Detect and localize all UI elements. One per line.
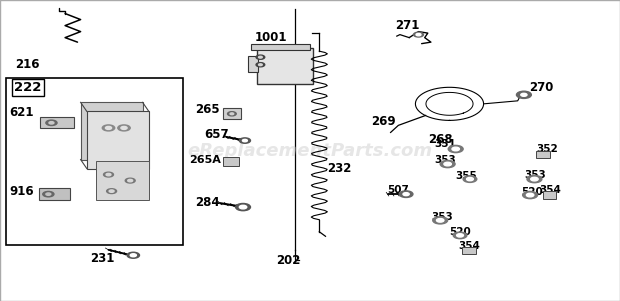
Circle shape [259,64,262,66]
Circle shape [46,193,51,195]
Circle shape [125,178,135,183]
Circle shape [118,125,130,131]
Circle shape [104,172,113,177]
Text: 269: 269 [371,114,396,128]
Circle shape [440,160,455,168]
Circle shape [230,113,234,115]
Bar [536,151,550,158]
Bar [87,111,149,169]
Text: 354: 354 [459,241,481,251]
Circle shape [106,173,111,176]
Circle shape [46,120,57,126]
Bar [81,102,143,160]
Text: 222: 222 [14,81,42,94]
Circle shape [527,175,542,183]
Circle shape [239,138,250,143]
Circle shape [436,219,444,222]
Text: 265A: 265A [189,155,221,165]
Circle shape [456,234,464,237]
Text: 265: 265 [195,103,220,116]
Circle shape [43,191,54,197]
Circle shape [242,139,247,142]
Text: 271: 271 [396,19,420,32]
Circle shape [516,91,531,98]
Bar [40,117,74,128]
Circle shape [523,191,538,199]
Circle shape [239,205,247,209]
Circle shape [403,193,409,196]
Circle shape [399,191,413,197]
Circle shape [259,56,262,58]
Circle shape [128,179,133,182]
Text: 231: 231 [90,252,114,265]
Text: 270: 270 [529,81,553,94]
Circle shape [466,177,474,181]
Circle shape [105,126,112,129]
Text: eReplacementParts.com: eReplacementParts.com [187,141,433,160]
Text: 520: 520 [450,227,471,237]
Bar [223,108,241,119]
Bar [223,157,239,166]
Bar [462,247,476,254]
Text: 507: 507 [388,185,409,195]
Circle shape [414,32,423,37]
Bar [257,48,313,84]
Text: 353: 353 [524,170,546,180]
Text: 232: 232 [327,162,351,175]
Circle shape [228,112,236,116]
Text: 353: 353 [434,155,456,165]
Circle shape [121,126,127,129]
Text: 351: 351 [434,139,456,150]
Circle shape [521,93,527,96]
Text: 353: 353 [431,212,453,222]
Circle shape [416,33,421,36]
Bar [39,188,70,200]
Circle shape [463,176,477,182]
Text: 268: 268 [428,132,453,146]
Circle shape [453,232,467,239]
Text: 657: 657 [205,128,229,141]
Circle shape [256,55,265,59]
Circle shape [236,203,250,211]
Text: 916: 916 [9,185,34,198]
Text: 520: 520 [521,187,542,197]
Text: 216: 216 [16,58,40,71]
Circle shape [127,252,140,258]
Text: 621: 621 [9,106,34,119]
Circle shape [531,177,538,181]
Text: 202: 202 [276,254,300,267]
Bar [542,191,556,199]
Circle shape [109,190,114,192]
Circle shape [448,145,463,153]
Circle shape [130,254,136,257]
Text: 284: 284 [195,196,220,209]
Bar [6,78,183,245]
Bar [251,44,310,50]
Circle shape [452,147,459,151]
Circle shape [107,189,117,194]
Circle shape [256,63,265,67]
Bar [248,56,258,72]
Text: 352: 352 [536,144,558,154]
Circle shape [49,122,54,124]
Text: 354: 354 [539,185,561,195]
Text: 1001: 1001 [254,31,286,44]
Text: 355: 355 [456,171,477,181]
Circle shape [102,125,115,131]
Circle shape [526,193,534,197]
Circle shape [433,217,448,224]
Bar [96,161,149,200]
Circle shape [444,162,451,166]
